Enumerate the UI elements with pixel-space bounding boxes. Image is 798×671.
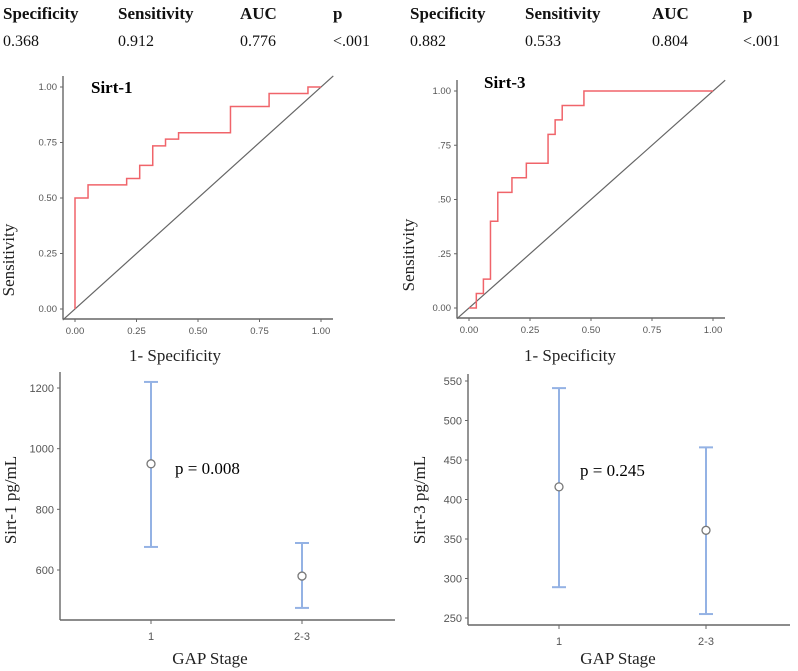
p-value-annotation: p = 0.008 — [175, 459, 240, 478]
y-axis-label: Sensitivity — [399, 218, 418, 291]
y-tick-label: 450 — [444, 455, 462, 467]
y-tick-label: 350 — [444, 534, 462, 546]
y-tick-label: 1.00 — [39, 82, 58, 93]
y-axis-label: Sensitivity — [0, 223, 18, 296]
y-tick-label: 1000 — [30, 444, 54, 456]
chart-panel-2: 0.00 0.25 0.50 0.75 1.00 0.00 .25 .50 .75 1.00 Sir… — [399, 73, 726, 365]
y-tick-label: 500 — [444, 416, 462, 428]
chart-panel-4: 250 300 350 400 450 500 550 1 2-3 p = 0.245 GAP St… — [410, 374, 790, 668]
y-tick-label: 600 — [36, 565, 54, 577]
y-tick-label: 0.00 — [39, 304, 58, 315]
y-tick-label: 550 — [444, 376, 462, 388]
value-auc: 0.776 — [240, 33, 276, 50]
value-sensitivity: 0.912 — [118, 33, 154, 50]
header-auc: AUC — [652, 4, 689, 23]
mean-point — [146, 459, 156, 469]
x-tick-label: 0.00 — [66, 326, 85, 337]
x-tick-label: 0.50 — [582, 325, 601, 336]
x-tick-label: 0.00 — [460, 325, 479, 336]
mean-point — [297, 571, 307, 581]
header-specificity: Specificity — [410, 4, 486, 23]
y-axis-label: Sirt-1 pg/mL — [1, 456, 20, 544]
mean-point — [701, 525, 711, 535]
roc-curve-line — [74, 86, 321, 309]
header-auc: AUC — [240, 4, 277, 23]
x-axis-label: GAP Stage — [580, 649, 655, 668]
x-axis-label: 1- Specificity — [129, 346, 222, 365]
x-tick-label: 1.00 — [312, 326, 331, 337]
value-p: <.001 — [333, 33, 371, 50]
y-tick-label: 0.25 — [39, 249, 58, 260]
x-tick-label: 1 — [556, 636, 562, 648]
header-sensitivity: Sensitivity — [525, 4, 601, 23]
chart-panel-1: 0.00 0.25 0.50 0.75 1.00 0.00 0.25 0.50 0.75 1.00… — [0, 75, 334, 365]
x-tick-label: 2-3 — [698, 636, 714, 648]
header-specificity: Specificity — [3, 4, 79, 23]
value-auc: 0.804 — [652, 33, 688, 50]
y-tick-label: 0.75 — [39, 138, 58, 149]
roc-curve-line — [469, 90, 713, 309]
x-axis-label: GAP Stage — [172, 649, 247, 668]
y-tick-label: .25 — [438, 249, 451, 260]
x-axis-label: 1- Specificity — [524, 346, 617, 365]
mean-point — [554, 482, 564, 492]
y-tick-label: 300 — [444, 574, 462, 586]
y-axis-label: Sirt-3 pg/mL — [410, 456, 429, 544]
reference-diagonal-line — [456, 79, 726, 320]
value-sensitivity: 0.533 — [525, 33, 561, 50]
x-tick-label: 0.75 — [250, 326, 269, 337]
chart-panel-3: 600 800 1000 1200 1 2-3 p = 0.008 GAP Stage Sirt… — [1, 372, 395, 668]
header-p: p — [333, 4, 343, 23]
x-tick-label: 0.75 — [643, 325, 662, 336]
y-tick-label: .75 — [438, 140, 451, 151]
y-tick-label: 0.50 — [39, 193, 58, 204]
y-tick-label: 800 — [36, 504, 54, 516]
x-tick-label: 0.50 — [189, 326, 208, 337]
y-tick-label: .50 — [438, 195, 451, 206]
value-p: <.001 — [743, 33, 781, 50]
chart-title: Sirt-1 — [91, 78, 133, 97]
x-tick-label: 0.25 — [521, 325, 540, 336]
p-value-annotation: p = 0.245 — [580, 461, 645, 480]
value-specificity: 0.882 — [410, 33, 446, 50]
reference-diagonal-line — [62, 75, 334, 321]
x-tick-label: 1.00 — [704, 325, 723, 336]
y-tick-label: 400 — [444, 495, 462, 507]
y-tick-label: 250 — [444, 613, 462, 625]
header-sensitivity: Sensitivity — [118, 4, 194, 23]
value-specificity: 0.368 — [3, 33, 39, 50]
x-tick-label: 2-3 — [294, 631, 310, 643]
header-p: p — [743, 4, 753, 23]
chart-title: Sirt-3 — [484, 73, 526, 92]
y-tick-label: 0.00 — [433, 303, 452, 314]
y-tick-label: 1.00 — [433, 86, 452, 97]
x-tick-label: 0.25 — [127, 326, 146, 337]
y-tick-label: 1200 — [30, 383, 54, 395]
x-tick-label: 1 — [148, 631, 154, 643]
